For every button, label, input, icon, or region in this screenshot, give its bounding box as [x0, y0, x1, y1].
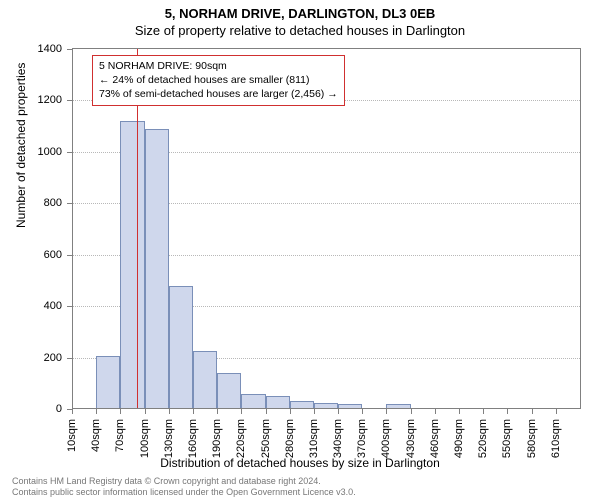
xtick-label: 520sqm: [477, 419, 489, 458]
ytick-mark: [67, 152, 72, 153]
xtick-mark: [266, 409, 267, 414]
xtick-mark: [532, 409, 533, 414]
ytick-label: 0: [56, 403, 62, 415]
xtick-label: 220sqm: [235, 419, 247, 458]
chart-container: 5, NORHAM DRIVE, DARLINGTON, DL3 0EB Siz…: [0, 0, 600, 500]
xtick-label: 310sqm: [308, 419, 320, 458]
footer-line: Contains HM Land Registry data © Crown c…: [12, 476, 356, 487]
xtick-label: 130sqm: [163, 419, 175, 458]
histogram-bar: [120, 121, 144, 409]
x-axis-label: Distribution of detached houses by size …: [0, 456, 600, 470]
histogram-bar: [241, 394, 265, 409]
xtick-mark: [314, 409, 315, 414]
ytick-label: 1400: [38, 43, 62, 55]
xtick-mark: [290, 409, 291, 414]
xtick-label: 550sqm: [501, 419, 513, 458]
xtick-mark: [241, 409, 242, 414]
xtick-label: 370sqm: [356, 419, 368, 458]
ytick-mark: [67, 306, 72, 307]
xtick-mark: [169, 409, 170, 414]
xtick-mark: [338, 409, 339, 414]
y-axis: [72, 49, 73, 409]
x-axis: [72, 408, 580, 409]
xtick-label: 430sqm: [405, 419, 417, 458]
xtick-mark: [556, 409, 557, 414]
plot-area: 5 NORHAM DRIVE: 90sqm ← 24% of detached …: [72, 48, 581, 409]
ytick-label: 400: [44, 300, 62, 312]
footer-line: Contains public sector information licen…: [12, 487, 356, 498]
xtick-label: 340sqm: [332, 419, 344, 458]
ytick-mark: [67, 358, 72, 359]
annotation-line: ← 24% of detached houses are smaller (81…: [99, 73, 338, 87]
xtick-label: 460sqm: [429, 419, 441, 458]
xtick-label: 160sqm: [187, 419, 199, 458]
xtick-mark: [72, 409, 73, 414]
page-title: 5, NORHAM DRIVE, DARLINGTON, DL3 0EB: [0, 0, 600, 21]
footer: Contains HM Land Registry data © Crown c…: [12, 476, 356, 498]
ytick-label: 1000: [38, 146, 62, 158]
xtick-mark: [362, 409, 363, 414]
ytick-mark: [67, 203, 72, 204]
ytick-label: 800: [44, 197, 62, 209]
xtick-label: 250sqm: [260, 419, 272, 458]
y-axis-label: Number of detached properties: [14, 63, 28, 228]
xtick-label: 580sqm: [526, 419, 538, 458]
histogram-bar: [217, 373, 241, 409]
xtick-mark: [459, 409, 460, 414]
ytick-mark: [67, 49, 72, 50]
ytick-label: 600: [44, 249, 62, 261]
ytick-label: 1200: [38, 94, 62, 106]
page-subtitle: Size of property relative to detached ho…: [0, 21, 600, 38]
xtick-label: 400sqm: [380, 419, 392, 458]
xtick-label: 40sqm: [90, 419, 102, 452]
xtick-mark: [217, 409, 218, 414]
histogram-bar: [145, 129, 169, 409]
xtick-mark: [193, 409, 194, 414]
xtick-mark: [96, 409, 97, 414]
xtick-mark: [435, 409, 436, 414]
xtick-label: 610sqm: [550, 419, 562, 458]
annotation-line: 5 NORHAM DRIVE: 90sqm: [99, 59, 338, 73]
xtick-label: 10sqm: [66, 419, 78, 452]
histogram-bar: [96, 356, 120, 409]
xtick-mark: [411, 409, 412, 414]
xtick-mark: [507, 409, 508, 414]
xtick-mark: [386, 409, 387, 414]
annotation-line: 73% of semi-detached houses are larger (…: [99, 87, 338, 101]
xtick-label: 190sqm: [211, 419, 223, 458]
xtick-label: 70sqm: [114, 419, 126, 452]
xtick-label: 280sqm: [284, 419, 296, 458]
xtick-label: 490sqm: [453, 419, 465, 458]
xtick-label: 100sqm: [139, 419, 151, 458]
ytick-label: 200: [44, 352, 62, 364]
histogram-bar: [169, 286, 193, 409]
xtick-mark: [120, 409, 121, 414]
xtick-mark: [145, 409, 146, 414]
histogram-bar: [193, 351, 217, 409]
xtick-mark: [483, 409, 484, 414]
annotation-box: 5 NORHAM DRIVE: 90sqm ← 24% of detached …: [92, 55, 345, 106]
ytick-mark: [67, 100, 72, 101]
ytick-mark: [67, 255, 72, 256]
